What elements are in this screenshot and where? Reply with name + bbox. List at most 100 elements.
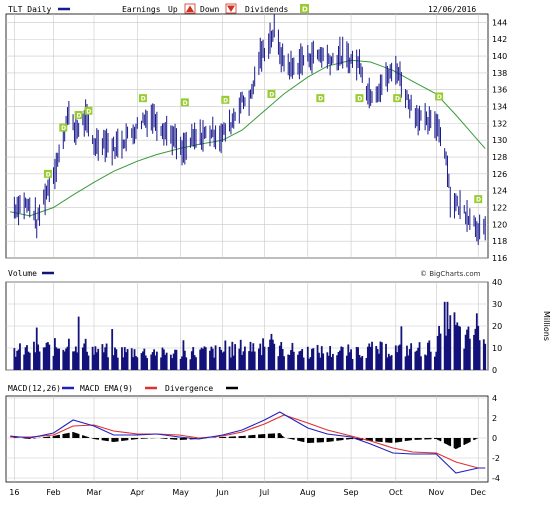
price-y-tick-label: 140 bbox=[492, 52, 507, 61]
divergence-bar bbox=[466, 438, 468, 444]
volume-bar bbox=[425, 355, 428, 370]
volume-bar bbox=[95, 352, 98, 370]
volume-bar bbox=[389, 356, 392, 370]
price-y-tick-label: 120 bbox=[492, 220, 507, 229]
volume-bar bbox=[179, 358, 182, 370]
divergence-bar bbox=[371, 438, 373, 442]
x-tick-label: Nov bbox=[428, 488, 444, 497]
x-tick-label: Jul bbox=[259, 488, 270, 497]
volume-bar bbox=[192, 347, 195, 370]
volume-unit-label: Millions bbox=[542, 311, 550, 341]
volume-bar bbox=[28, 352, 31, 370]
price-plot-area bbox=[5, 13, 489, 259]
volume-bar bbox=[199, 349, 202, 370]
divergence-bar bbox=[399, 438, 401, 442]
price-y-tick-label: 138 bbox=[492, 69, 507, 78]
divergence-bar bbox=[76, 433, 79, 438]
dividend-marker: D bbox=[316, 94, 325, 103]
volume-bar bbox=[473, 334, 475, 370]
divergence-bar bbox=[332, 438, 334, 442]
divergence-bar bbox=[299, 438, 302, 442]
volume-bar bbox=[443, 301, 446, 370]
volume-bar bbox=[332, 353, 334, 370]
volume-bar bbox=[218, 346, 221, 370]
divergence-bar bbox=[435, 438, 438, 439]
divergence-bar bbox=[24, 438, 27, 439]
divergence-bar bbox=[174, 438, 176, 440]
volume-bar bbox=[287, 354, 290, 370]
volume-bar bbox=[202, 348, 204, 370]
divergence-bar bbox=[121, 438, 123, 441]
volume-bar bbox=[130, 348, 133, 370]
divergence-bar bbox=[473, 438, 475, 441]
divergence-bar bbox=[350, 438, 352, 439]
divergence-bar bbox=[267, 433, 270, 438]
divergence-bar bbox=[75, 432, 77, 438]
divergence-bar bbox=[65, 433, 67, 438]
volume-bar bbox=[143, 348, 146, 370]
macd-panel: MACD(12,26) MACD EMA(9) Divergence -4 -2 0… bbox=[5, 384, 500, 483]
volume-bar bbox=[292, 351, 295, 370]
divergence-bar bbox=[320, 438, 323, 443]
divergence-bar bbox=[251, 435, 253, 438]
volume-bar bbox=[53, 338, 56, 370]
volume-bar bbox=[94, 346, 97, 370]
divergence-bar bbox=[161, 438, 164, 439]
volume-bar bbox=[477, 325, 480, 370]
divergence-bar bbox=[223, 436, 225, 438]
volume-bar bbox=[474, 328, 477, 370]
x-tick-label: Jun bbox=[215, 488, 229, 497]
macd-y-tick-label: 2 bbox=[492, 414, 497, 423]
divergence-bar bbox=[425, 438, 428, 440]
divergence-bar bbox=[414, 438, 417, 440]
volume-bar bbox=[164, 354, 167, 370]
volume-bar bbox=[126, 349, 129, 370]
volume-bar bbox=[174, 349, 176, 370]
divergence-bar bbox=[143, 438, 146, 439]
volume-bar bbox=[84, 338, 87, 370]
divergence-bar bbox=[428, 438, 431, 440]
volume-bar bbox=[390, 355, 393, 370]
divergence-bar bbox=[297, 438, 299, 441]
divergence-bar bbox=[351, 438, 354, 440]
volume-bar bbox=[83, 343, 86, 370]
volume-bar bbox=[273, 343, 276, 370]
volume-bar bbox=[351, 358, 354, 370]
svg-text:D: D bbox=[302, 6, 308, 14]
x-tick-label: Sep bbox=[344, 488, 359, 497]
divergence-bar bbox=[253, 434, 256, 438]
volume-bar bbox=[244, 346, 246, 370]
volume-bar bbox=[125, 352, 128, 370]
divergence-bar bbox=[136, 438, 139, 439]
divergence-bar bbox=[87, 437, 90, 438]
volume-bar bbox=[165, 352, 168, 370]
volume-bar bbox=[211, 348, 214, 370]
divergence-bar bbox=[306, 438, 309, 443]
volume-bar bbox=[150, 354, 153, 370]
dividend-legend-icon: D bbox=[300, 4, 309, 14]
divergence-bar bbox=[96, 438, 98, 440]
volume-bar bbox=[427, 342, 429, 370]
divergence-bar bbox=[283, 437, 285, 438]
divergence-bar bbox=[27, 438, 30, 439]
divergence-bar bbox=[434, 438, 436, 440]
divergence-bar bbox=[68, 432, 70, 438]
divergence-bar bbox=[146, 438, 148, 439]
volume-bar bbox=[209, 350, 211, 370]
volume-bar bbox=[223, 351, 225, 370]
divergence-bar bbox=[319, 438, 322, 443]
volume-bar bbox=[107, 357, 109, 370]
up-label: Up bbox=[168, 5, 178, 14]
divergence-bar bbox=[400, 438, 403, 442]
divergence-bar bbox=[55, 435, 58, 438]
divergence-bar bbox=[62, 434, 65, 438]
divergence-bar bbox=[77, 433, 80, 438]
divergence-bar bbox=[367, 438, 369, 441]
volume-bar bbox=[278, 345, 281, 370]
price-legend: TLT Daily Earnings Up Down Dividends D 1… bbox=[8, 3, 476, 14]
divergence-bar bbox=[453, 438, 456, 449]
volume-bar bbox=[436, 335, 439, 370]
svg-text:D: D bbox=[46, 171, 51, 178]
